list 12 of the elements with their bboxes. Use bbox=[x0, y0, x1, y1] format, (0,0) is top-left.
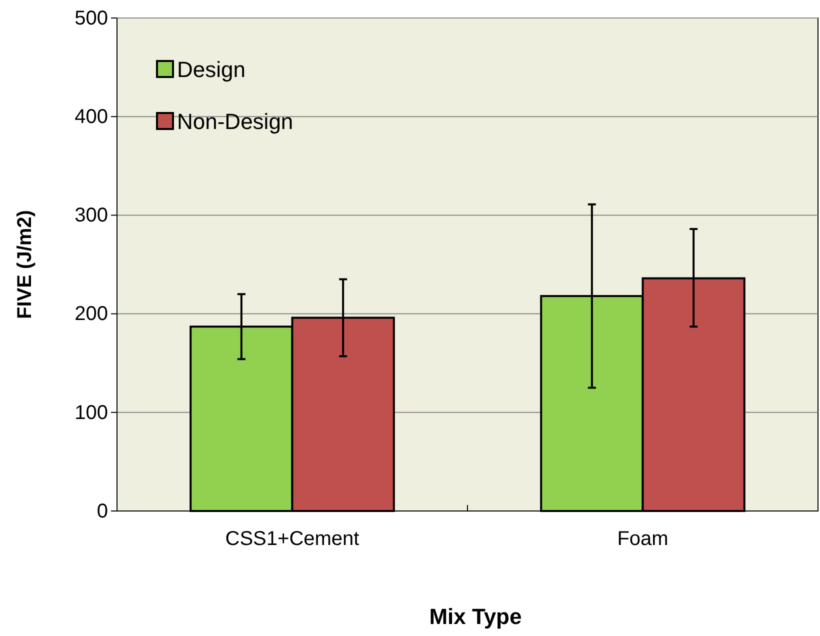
x-axis-title: Mix Type bbox=[429, 604, 522, 629]
x-tick-label: Foam bbox=[617, 528, 668, 550]
y-tick-label: 100 bbox=[74, 402, 108, 424]
y-tick-label: 400 bbox=[74, 106, 108, 128]
legend-label: Non-Design bbox=[177, 109, 294, 134]
y-tick-label: 200 bbox=[74, 303, 108, 326]
y-tick-label: 500 bbox=[74, 7, 108, 30]
y-tick-label: 0 bbox=[96, 500, 108, 522]
x-tick-label: CSS1+Cement bbox=[225, 528, 360, 550]
y-axis-title: FIVE (J/m2) bbox=[14, 210, 36, 319]
legend-label: Design bbox=[177, 57, 246, 82]
y-tick-label: 300 bbox=[74, 204, 108, 227]
